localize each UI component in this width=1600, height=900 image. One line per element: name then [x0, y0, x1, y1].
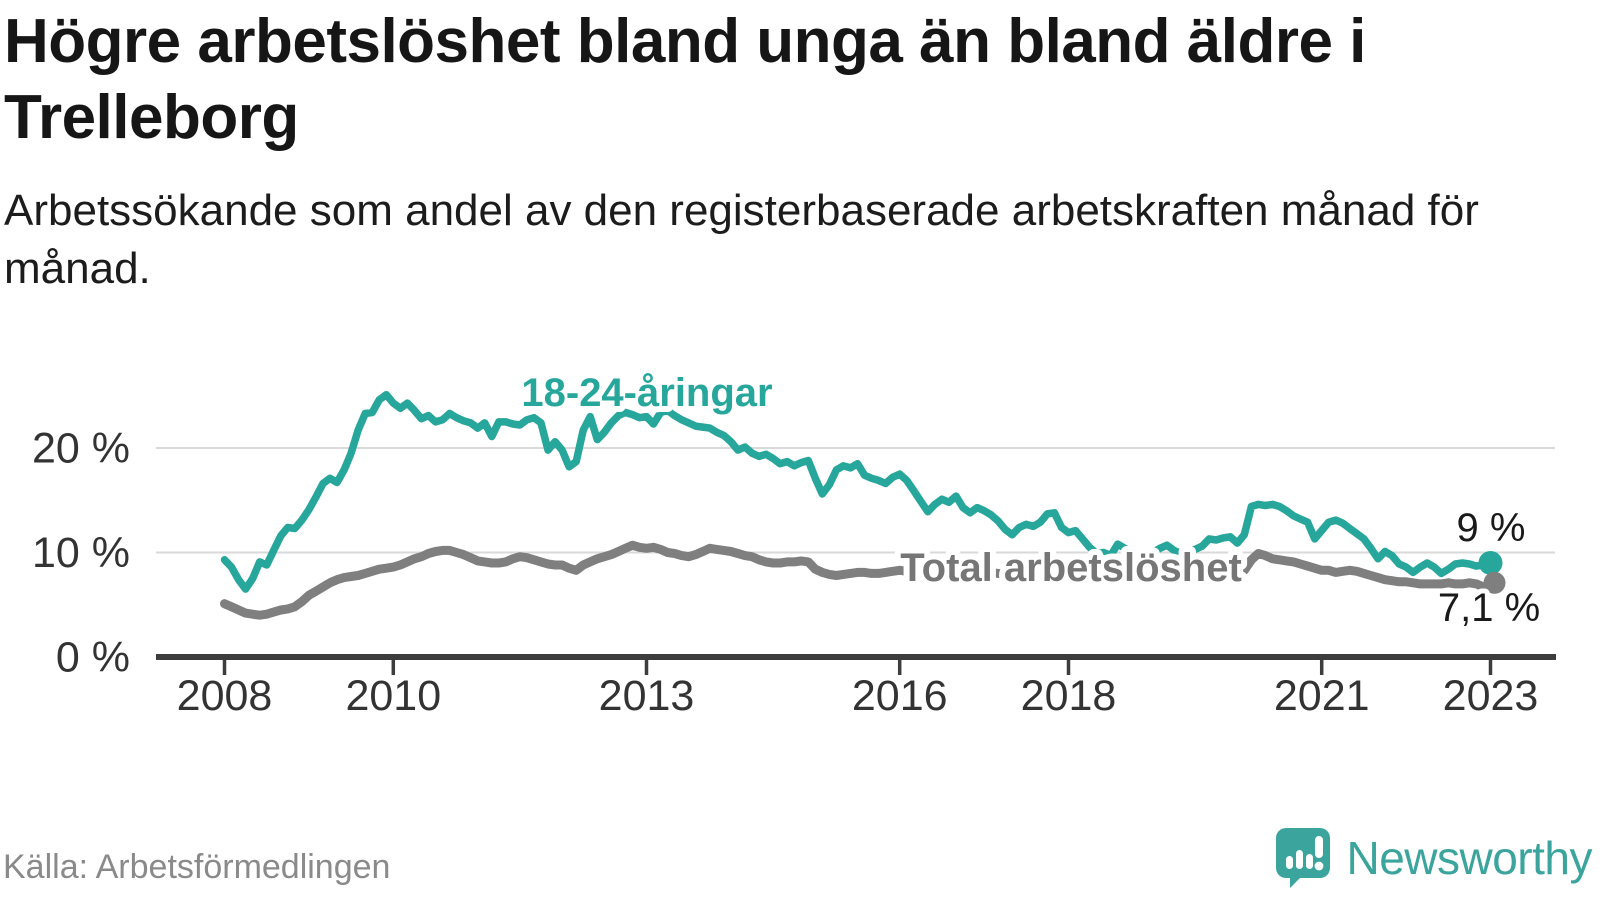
- chart-title: Högre arbetslöshet bland unga än bland ä…: [4, 7, 1366, 152]
- series-label-young: 18-24-åringar: [521, 371, 772, 415]
- series-label-total: Total arbetslöshet: [900, 546, 1242, 590]
- x-tick-label: 2016: [852, 672, 948, 720]
- end-dot-young: [1478, 550, 1503, 575]
- x-tick-label: 2023: [1443, 672, 1539, 720]
- x-tick-label: 2018: [1021, 672, 1117, 720]
- end-dot-total: [1483, 571, 1506, 594]
- y-tick-label: 10 %: [32, 529, 130, 577]
- x-tick-label: 2021: [1274, 672, 1370, 720]
- x-tick-label: 2008: [177, 672, 273, 720]
- series-end-dots: [1478, 550, 1506, 594]
- newsworthy-brand: Newsworthy: [1274, 826, 1592, 890]
- chart-subtitle: Arbetssökande som andel av den registerb…: [4, 186, 1479, 293]
- series-line-young: [220, 390, 1495, 593]
- end-value-young: 9 %: [1457, 506, 1526, 550]
- newsworthy-logo-icon: [1276, 828, 1331, 888]
- x-tick-label: 2013: [599, 672, 695, 720]
- series-lines: [220, 390, 1495, 620]
- newsworthy-brand-text: Newsworthy: [1346, 832, 1592, 884]
- source-note: Källa: Arbetsförmedlingen: [3, 848, 391, 886]
- y-tick-label: 0 %: [56, 634, 130, 682]
- gridlines: [156, 447, 1555, 554]
- y-axis-labels: 0 % 10 % 20 %: [32, 425, 130, 682]
- series-line-total: [220, 540, 1495, 620]
- x-axis-ticks: 2008 2010 2013 2016 2018 2021 2023: [177, 658, 1539, 720]
- chart-header: Högre arbetslöshet bland unga än bland ä…: [4, 4, 1594, 298]
- y-tick-label: 20 %: [32, 425, 130, 473]
- end-value-total: 7,1 %: [1438, 586, 1540, 630]
- x-tick-label: 2010: [345, 672, 441, 720]
